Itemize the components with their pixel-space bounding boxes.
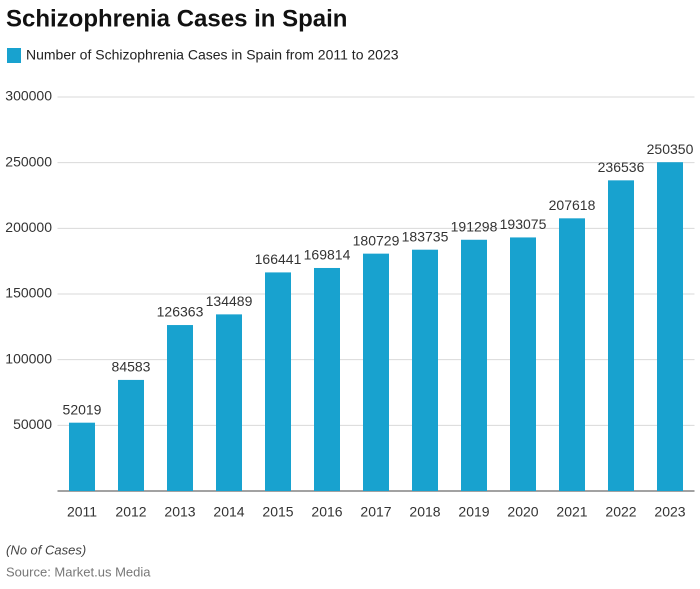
bar [167, 325, 193, 491]
x-tick-label: 2015 [262, 504, 293, 520]
x-tick-label: 2016 [311, 504, 342, 520]
value-label: 191298 [451, 218, 498, 234]
bar [314, 267, 340, 491]
value-label: 84583 [112, 359, 151, 375]
legend-swatch [7, 48, 21, 63]
bar [412, 249, 438, 491]
value-label: 250350 [647, 141, 694, 157]
bar [69, 422, 95, 491]
note: (No of Cases) [6, 542, 86, 557]
value-label: 207618 [549, 197, 596, 213]
y-tick-label: 300000 [5, 88, 52, 104]
bar [118, 379, 144, 491]
chart-title: Schizophrenia Cases in Spain [6, 5, 347, 32]
x-tick-label: 2019 [458, 504, 489, 520]
value-label: 183735 [402, 228, 449, 244]
bar [216, 314, 242, 491]
value-label: 193075 [500, 216, 547, 232]
value-label: 52019 [63, 401, 102, 417]
bar [657, 162, 683, 491]
x-tick-label: 2023 [654, 504, 685, 520]
value-label: 134489 [206, 293, 253, 309]
x-tick-label: 2014 [213, 504, 244, 520]
y-tick-label: 150000 [5, 285, 52, 301]
value-label: 180729 [353, 232, 400, 248]
y-tick-label: 200000 [5, 219, 52, 235]
bar [608, 180, 634, 492]
y-tick-label: 100000 [5, 350, 52, 366]
bar [265, 272, 291, 491]
x-tick-label: 2012 [115, 504, 146, 520]
source: Source: Market.us Media [6, 564, 151, 579]
x-tick-label: 2011 [67, 504, 97, 520]
value-label: 169814 [304, 247, 351, 263]
x-tick-label: 2013 [164, 504, 195, 520]
y-tick-label: 50000 [13, 416, 52, 432]
value-label: 126363 [157, 304, 204, 320]
x-tick-label: 2020 [507, 504, 538, 520]
value-label: 236536 [598, 159, 645, 175]
x-tick-label: 2018 [409, 504, 440, 520]
x-tick-label: 2021 [556, 504, 587, 520]
bar [363, 253, 389, 491]
bar [559, 218, 585, 491]
value-label: 166441 [255, 251, 302, 267]
bar [461, 239, 487, 491]
x-tick-label: 2022 [605, 504, 636, 520]
y-tick-label: 250000 [5, 153, 52, 169]
x-tick-label: 2017 [360, 504, 391, 520]
bar [510, 237, 536, 491]
legend-label: Number of Schizophrenia Cases in Spain f… [26, 47, 399, 63]
